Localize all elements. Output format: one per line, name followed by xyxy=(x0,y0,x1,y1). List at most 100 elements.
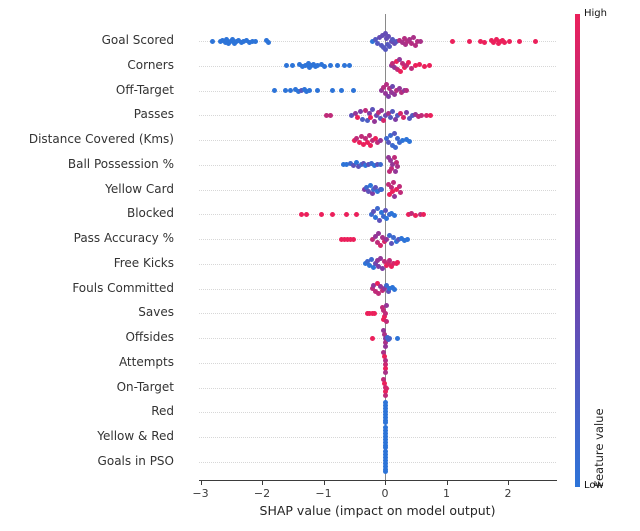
data-point xyxy=(388,158,394,164)
data-point xyxy=(324,112,330,118)
data-point xyxy=(243,37,249,43)
data-point xyxy=(374,239,380,245)
data-point xyxy=(365,162,371,168)
feature-label: Yellow Card xyxy=(105,181,174,196)
data-point xyxy=(405,211,411,217)
gridline xyxy=(199,461,556,463)
data-point xyxy=(389,142,395,148)
data-point xyxy=(381,117,387,123)
data-point xyxy=(370,38,376,44)
data-point xyxy=(381,85,387,90)
data-point xyxy=(354,211,360,217)
data-point xyxy=(380,316,386,322)
data-point xyxy=(371,283,377,288)
data-point xyxy=(362,107,368,113)
data-point xyxy=(229,36,235,42)
data-point xyxy=(390,61,396,67)
data-point xyxy=(407,36,413,42)
data-point xyxy=(426,63,432,69)
feature-label: Pass Accuracy % xyxy=(73,231,174,245)
data-point xyxy=(385,289,391,294)
feature-label: Goal Scored xyxy=(101,33,174,47)
data-point xyxy=(381,377,387,382)
data-point xyxy=(390,108,396,114)
feature-label: Yellow & Red xyxy=(97,429,174,443)
data-point xyxy=(416,62,422,68)
data-point xyxy=(389,264,395,270)
data-point xyxy=(314,88,320,93)
data-point xyxy=(384,215,390,221)
data-point xyxy=(386,169,392,175)
data-point xyxy=(380,304,386,310)
data-point xyxy=(368,114,374,120)
data-point xyxy=(340,162,346,168)
feature-label: Distance Covered (Kms) xyxy=(28,132,174,146)
colorbar-title: Feature value xyxy=(592,408,606,487)
data-point xyxy=(373,36,379,42)
data-point xyxy=(399,235,405,241)
data-point xyxy=(394,187,400,192)
data-point xyxy=(303,63,309,69)
data-point xyxy=(362,135,368,141)
gridline xyxy=(199,313,556,315)
data-point xyxy=(412,63,418,69)
data-point xyxy=(383,263,389,269)
data-point xyxy=(388,114,394,120)
data-point xyxy=(334,63,340,69)
data-point xyxy=(385,155,391,161)
data-point xyxy=(467,38,473,44)
data-point xyxy=(352,110,358,116)
data-point xyxy=(382,393,388,398)
data-point xyxy=(300,64,306,70)
data-point xyxy=(382,433,388,439)
data-point xyxy=(382,449,388,455)
data-point xyxy=(400,61,406,67)
data-point xyxy=(423,112,429,118)
data-point xyxy=(330,88,336,93)
data-point xyxy=(419,112,425,118)
data-point xyxy=(364,185,370,190)
x-tick-label: −3 xyxy=(192,487,209,500)
data-point xyxy=(210,38,216,44)
data-point xyxy=(477,38,483,44)
data-point xyxy=(381,350,387,356)
data-point xyxy=(377,115,383,121)
feature-label: Red xyxy=(151,404,174,419)
data-point xyxy=(378,284,384,289)
feature-label: Passes xyxy=(133,107,174,122)
data-point xyxy=(381,331,387,337)
data-point xyxy=(348,161,354,167)
data-point xyxy=(373,112,379,118)
data-point xyxy=(382,358,388,364)
data-point xyxy=(372,310,378,316)
data-point xyxy=(376,291,382,296)
data-point xyxy=(404,63,410,69)
data-point xyxy=(382,402,388,408)
data-point xyxy=(398,69,404,75)
colorbar-high-label: High xyxy=(584,8,607,19)
data-point xyxy=(367,263,373,269)
data-point xyxy=(347,63,353,69)
data-point xyxy=(382,405,388,411)
x-tick-label: 0 xyxy=(381,487,389,500)
data-point xyxy=(222,39,228,45)
data-point xyxy=(428,112,433,118)
data-point xyxy=(385,110,391,116)
data-point xyxy=(399,39,405,45)
feature-label: Corners xyxy=(127,57,174,72)
data-point xyxy=(375,189,381,194)
gridline xyxy=(199,362,556,364)
data-point xyxy=(368,211,374,217)
data-point xyxy=(398,110,404,116)
data-point xyxy=(382,430,388,436)
data-point xyxy=(348,236,354,242)
data-point xyxy=(385,261,391,267)
data-point xyxy=(381,354,387,360)
data-point xyxy=(368,142,374,148)
data-point xyxy=(351,163,357,169)
data-point xyxy=(382,452,388,458)
data-point xyxy=(383,283,389,288)
data-point xyxy=(383,112,389,118)
data-point xyxy=(382,408,388,414)
